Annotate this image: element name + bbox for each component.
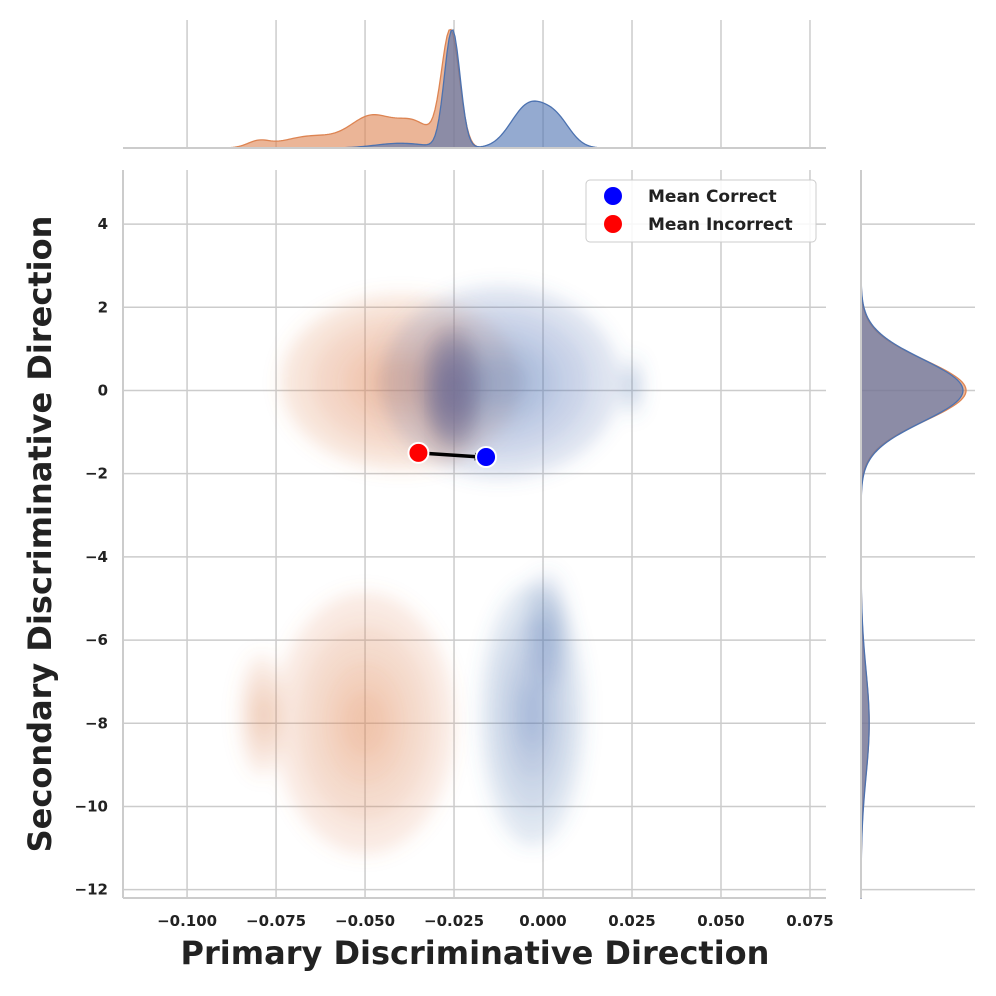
y-tick-label: −2 — [85, 465, 108, 483]
density-blob — [540, 616, 553, 648]
legend-marker-mean-incorrect — [604, 215, 622, 233]
x-tick-labels: −0.100 −0.075 −0.050 −0.025 0.000 0.025 0.050 0… — [157, 912, 834, 930]
x-tick-label: 0.000 — [519, 912, 566, 930]
density-layer — [239, 286, 644, 854]
right-marginal-correct — [860, 170, 964, 899]
x-tick-label: −0.075 — [246, 912, 306, 930]
legend-label-mean-incorrect: Mean Incorrect — [648, 215, 793, 235]
x-tick-label: −0.050 — [335, 912, 395, 930]
mean-shift-group — [407, 441, 498, 469]
y-axis-label: Secondary Discriminative Direction — [21, 216, 59, 853]
x-tick-label: −0.025 — [424, 912, 484, 930]
legend-label-mean-correct: Mean Correct — [648, 187, 777, 207]
x-tick-label: 0.050 — [697, 912, 744, 930]
main-gridlines — [123, 170, 826, 898]
y-tick-label: 2 — [98, 298, 108, 316]
density-blob — [256, 699, 268, 731]
y-tick-label: −12 — [75, 881, 108, 899]
density-overlap-core — [432, 343, 473, 438]
y-tick-label: −4 — [85, 548, 108, 566]
x-tick-label: −0.100 — [157, 912, 217, 930]
density-blob — [469, 357, 532, 407]
legend-box — [585, 179, 817, 243]
y-tick-label: 0 — [98, 381, 108, 399]
right-marginal-plot — [860, 170, 975, 899]
y-tick-labels: 4 2 0 −2 −4 −6 −8 −10 −12 — [75, 215, 108, 899]
right-marginal-incorrect — [860, 170, 967, 899]
right-marginal-gridlines — [861, 223, 975, 891]
right-marginal-density — [860, 170, 967, 899]
density-blob — [440, 363, 464, 418]
density-blob — [341, 689, 389, 757]
x-axis-label: Primary Discriminative Direction — [181, 934, 770, 972]
y-tick-label: −10 — [75, 797, 108, 815]
legend: Mean Correct Mean Incorrect — [585, 179, 817, 243]
density-blob — [628, 378, 637, 395]
density-blob — [518, 681, 546, 749]
y-tick-label: 4 — [98, 215, 108, 233]
top-marginal-gridlines — [186, 20, 811, 148]
x-tick-label: 0.025 — [608, 912, 655, 930]
mean-correct-point — [475, 446, 498, 469]
x-tick-label: 0.075 — [786, 912, 833, 930]
legend-marker-mean-correct — [604, 187, 622, 205]
mean-incorrect-point — [407, 441, 430, 464]
top-marginal-plot — [123, 20, 826, 149]
y-tick-label: −6 — [85, 631, 108, 649]
y-tick-label: −8 — [85, 714, 108, 732]
